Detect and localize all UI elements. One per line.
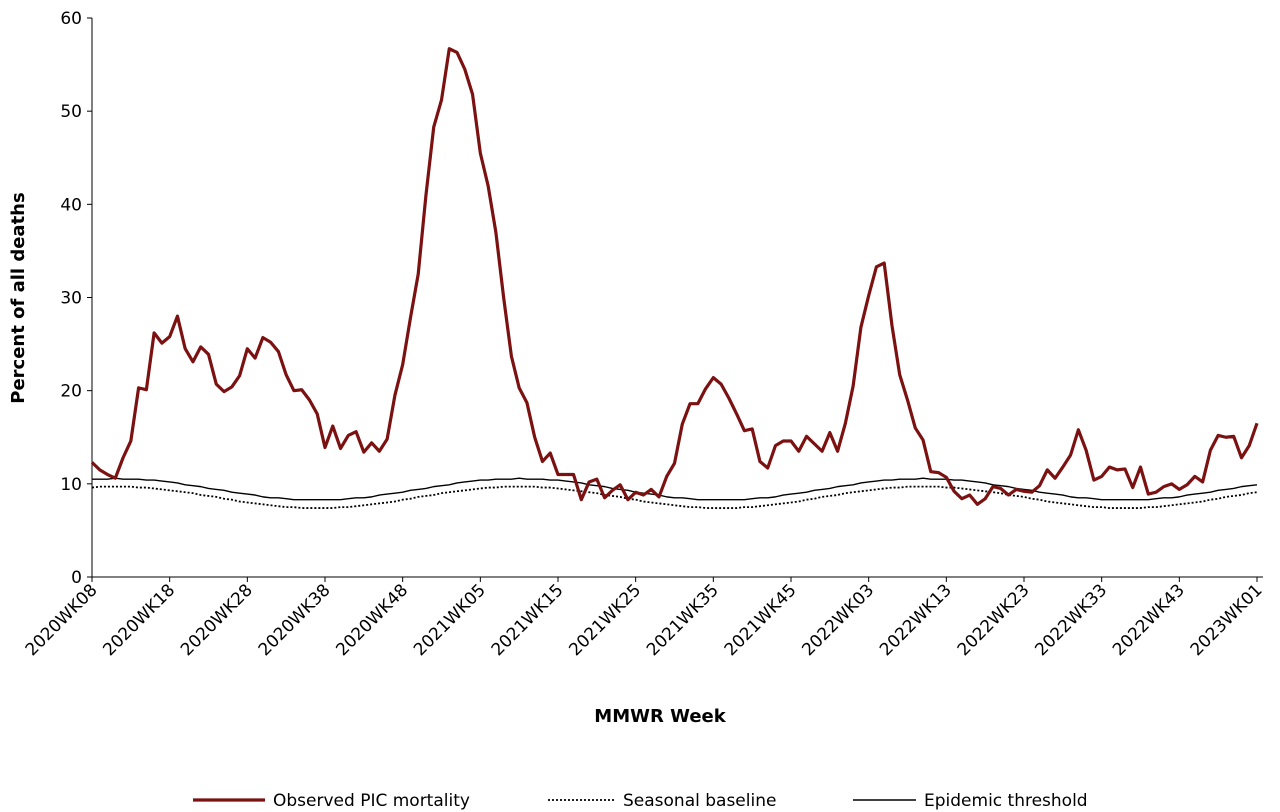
x-tick-label: 2020WK08 [22, 580, 102, 660]
x-tick-label: 2022WK23 [954, 580, 1034, 660]
y-tick-label: 30 [60, 289, 82, 309]
y-axis-title: Percent of all deaths [8, 192, 29, 403]
x-tick-label: 2021WK15 [488, 580, 568, 660]
x-tick-label: 2020WK48 [332, 580, 412, 660]
x-tick-label: 2021WK05 [410, 580, 490, 660]
legend-label: Seasonal baseline [623, 791, 776, 811]
y-tick-label: 20 [60, 382, 82, 402]
x-tick-label: 2021WK45 [721, 580, 801, 660]
y-tick-label: 60 [60, 9, 82, 29]
x-axis-title: MMWR Week [594, 706, 726, 727]
x-tick-label: 2020WK28 [177, 580, 257, 660]
x-tick-label: 2020WK18 [99, 580, 179, 660]
x-tick-label: 2020WK38 [255, 580, 335, 660]
x-tick-label: 2022WK33 [1031, 580, 1111, 660]
x-tick-label: 2022WK43 [1109, 580, 1189, 660]
x-tick-label: 2022WK13 [876, 580, 956, 660]
legend-label: Observed PIC mortality [273, 791, 470, 811]
x-tick-label: 2022WK03 [798, 580, 878, 660]
x-tick-label: 2021WK35 [643, 580, 723, 660]
legend-label: Epidemic threshold [924, 791, 1088, 811]
x-tick-label: 2021WK25 [565, 580, 645, 660]
series-line [92, 477, 1258, 501]
y-tick-label: 40 [60, 195, 82, 215]
y-tick-label: 10 [60, 475, 82, 495]
x-tick-label: 2023WK01 [1187, 580, 1267, 660]
y-tick-label: 0 [71, 568, 82, 588]
series-line [90, 47, 1259, 506]
y-tick-label: 50 [60, 102, 82, 122]
